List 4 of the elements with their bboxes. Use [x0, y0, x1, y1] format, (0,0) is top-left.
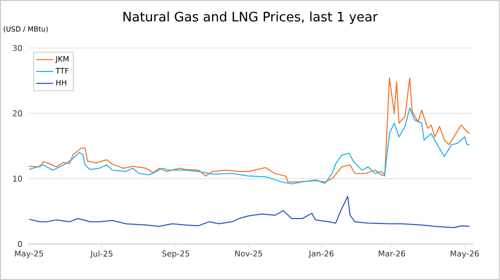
line-series: [28, 196, 470, 228]
line-series: [28, 78, 470, 182]
chart-title: Natural Gas and LNG Prices, last 1 year: [123, 12, 378, 24]
line-series: [28, 108, 470, 184]
